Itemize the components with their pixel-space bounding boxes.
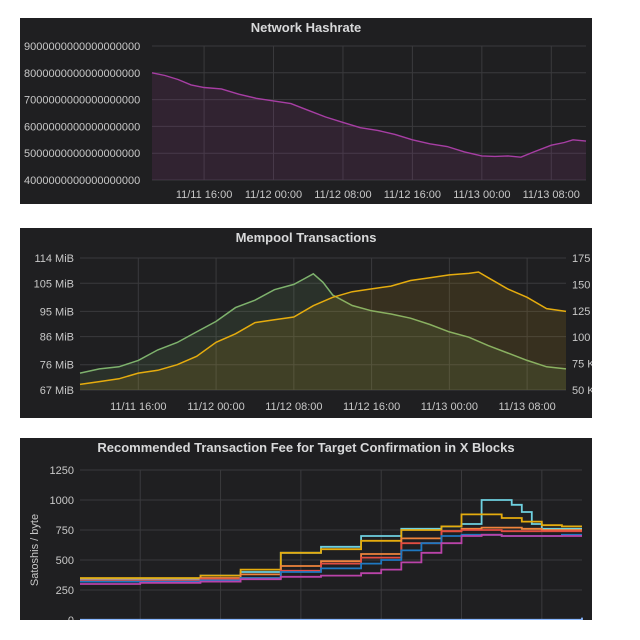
- y-tick-label: 9000000000000000000: [24, 41, 140, 53]
- panel-title: Recommended Transaction Fee for Target C…: [97, 440, 515, 455]
- left-y-tick-label: 95 MiB: [40, 306, 74, 318]
- left-y-tick-label: 114 MiB: [34, 253, 74, 265]
- y-tick-label: 7000000000000000000: [24, 95, 140, 107]
- x-tick-label: 11/12 16:00: [384, 189, 441, 201]
- hashrate-chart: 4000000000000000000 5000000000000000000 60…: [24, 41, 587, 201]
- y-tick-label: 6000000000000000000: [24, 121, 140, 133]
- fee-chart: 0 250 500 750 1000 1250 Satoshis / byte: [29, 465, 583, 620]
- panel-title: Network Hashrate: [250, 20, 362, 35]
- fee-series-line: [80, 533, 582, 583]
- panel-title: Mempool Transactions: [235, 230, 377, 245]
- x-tick-label: 11/12 08:00: [265, 401, 322, 413]
- mempool-chart: 67 MiB 76 MiB 86 MiB 95 MiB 105 MiB 114 MiB 50…: [34, 253, 592, 413]
- right-y-tick-label: 150 K: [572, 279, 592, 291]
- y-tick-label: 500: [56, 555, 74, 567]
- x-tick-label: 11/11 16:00: [110, 401, 166, 413]
- right-y-tick-label: 50 K: [572, 385, 592, 397]
- left-y-tick-label: 76 MiB: [40, 360, 74, 372]
- x-tick-label: 11/12 00:00: [187, 401, 244, 413]
- x-tick-label: 11/12 00:00: [245, 189, 302, 201]
- x-tick-label: 11/12 08:00: [314, 189, 371, 201]
- fee-series-line: [80, 513, 582, 579]
- tx-count-line: [79, 272, 567, 374]
- y-axis-label: Satoshis / byte: [29, 514, 41, 586]
- y-tick-label: 4000000000000000000: [24, 175, 140, 187]
- fee-series-line: [80, 533, 582, 585]
- y-tick-label: 250: [56, 585, 74, 597]
- y-tick-label: 8000000000000000000: [24, 68, 140, 80]
- tx-count-area: [80, 273, 566, 390]
- left-y-tick-label: 86 MiB: [40, 332, 74, 344]
- left-y-tick-label: 67 MiB: [40, 385, 74, 397]
- left-y-tick-label: 105 MiB: [34, 278, 74, 290]
- right-y-tick-label: 100 K: [572, 332, 592, 344]
- y-tick-label: 750: [56, 525, 74, 537]
- x-tick-label: 11/12 16:00: [343, 401, 400, 413]
- hashrate-line: [151, 72, 587, 158]
- x-tick-label: 11/13 00:00: [421, 401, 478, 413]
- fee-series-line: [80, 617, 583, 620]
- y-tick-label: 0: [68, 615, 74, 620]
- x-tick-label: 11/11 16:00: [176, 189, 232, 201]
- y-tick-label: 1250: [50, 465, 74, 477]
- right-y-tick-label: 125 K: [572, 306, 592, 318]
- mempool-size-area: [80, 272, 566, 390]
- mempool-transactions-panel: Mempool Transactions 67 MiB 76 MiB 86 MiB 9…: [20, 228, 592, 418]
- y-tick-label: 1000: [50, 495, 74, 507]
- fee-series-line: [80, 499, 582, 581]
- x-tick-label: 11/13 08:00: [523, 189, 580, 201]
- mempool-size-line: [79, 271, 567, 386]
- network-hashrate-panel: Network Hashrate 4000000000000000000 5000…: [20, 18, 592, 204]
- x-tick-label: 11/13 08:00: [498, 401, 555, 413]
- x-tick-label: 11/13 00:00: [453, 189, 510, 201]
- y-tick-label: 5000000000000000000: [24, 148, 140, 160]
- right-y-tick-label: 75 K: [572, 359, 592, 371]
- transaction-fee-panel: Recommended Transaction Fee for Target C…: [20, 438, 592, 620]
- fee-series-line: [80, 529, 582, 582]
- right-y-tick-label: 175 K: [572, 253, 592, 265]
